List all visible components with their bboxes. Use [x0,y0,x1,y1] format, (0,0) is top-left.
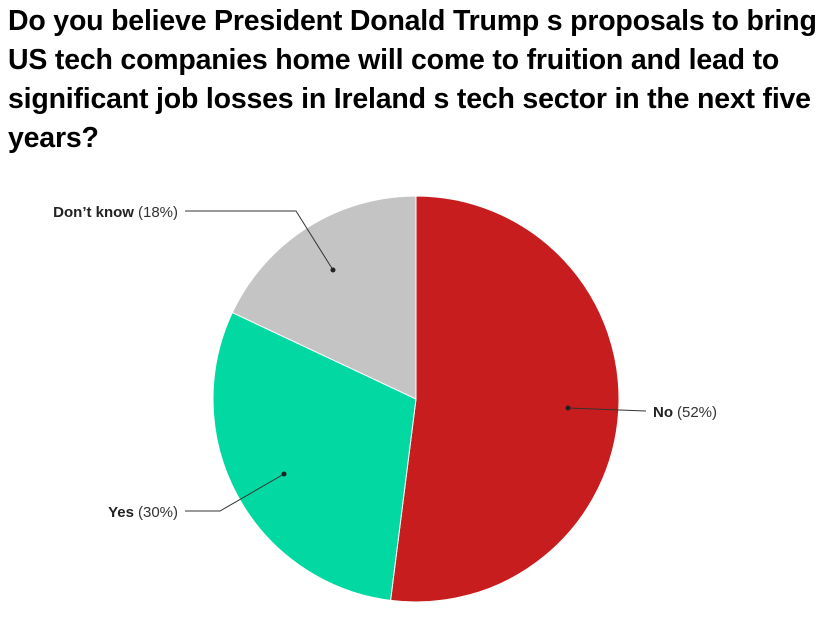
pie-slice-yes [212,311,417,601]
slice-label-dont-know-value: (18%) [138,204,178,221]
slice-label-yes-name: Yes [108,504,134,521]
chart-title: Do you believe President Donald Trump s … [8,5,817,154]
pie-slices [212,195,620,603]
leader-dot-yes [281,471,287,477]
slice-label-yes-value: (30%) [138,504,178,521]
slice-label-dont-know: Don’t know (18%) [53,204,178,221]
leader-lines [185,210,647,512]
pie-slice-no [389,195,620,603]
leader-line-yes [185,473,285,512]
slice-label-no: No (52%) [653,404,717,421]
slice-label-dont-know-name: Don’t know [53,204,134,221]
leader-dot-no [565,405,571,411]
slice-label-yes: Yes (30%) [108,504,178,521]
slice-label-no-value: (52%) [677,404,717,421]
pie-slice-dont-know [231,195,417,400]
leader-line-no [567,407,647,412]
leader-line-dont-know [185,210,334,271]
leader-dot-dont-know [330,267,336,273]
slice-label-no-name: No [653,404,673,421]
